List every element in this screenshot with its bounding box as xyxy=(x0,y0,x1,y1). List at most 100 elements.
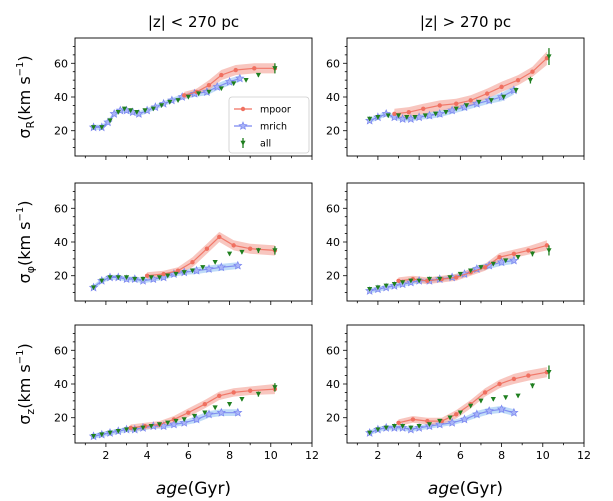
all-point xyxy=(115,109,121,115)
all-point xyxy=(107,275,113,280)
mpoor-point xyxy=(497,381,502,387)
legend: mpoor mrich all xyxy=(228,96,310,154)
mpoor-point xyxy=(484,91,490,96)
mpoor-point xyxy=(511,251,517,256)
axes-frame xyxy=(346,182,585,302)
y-tick-label: 60 xyxy=(54,202,68,215)
x-tick-label: 8 xyxy=(226,449,233,462)
all-point xyxy=(123,427,130,433)
all-point xyxy=(367,430,373,436)
mrich-point xyxy=(216,407,226,417)
all-point xyxy=(115,275,121,280)
all-point xyxy=(185,94,191,100)
mpoor-point xyxy=(482,390,488,395)
column-title-0: |z| < 270 pc xyxy=(148,13,239,31)
all-point xyxy=(546,370,552,375)
panel-r0-c1: 20 40 60 xyxy=(326,37,585,160)
mpoor-point xyxy=(526,373,531,378)
all-point xyxy=(90,125,97,130)
all-point xyxy=(416,278,422,284)
mpoor-point xyxy=(219,72,224,78)
all-point xyxy=(476,99,482,105)
mpoor-point xyxy=(190,260,195,265)
x-tick-label: 12 xyxy=(577,449,591,462)
y-tick-label: 20 xyxy=(326,125,340,138)
y-tick-label: 20 xyxy=(326,412,340,425)
mpoor-point xyxy=(247,388,253,393)
all-point xyxy=(501,94,507,100)
all-point xyxy=(272,66,278,71)
mpoor-point xyxy=(206,83,212,88)
all-point xyxy=(239,396,245,402)
all-point xyxy=(175,98,181,103)
all-point xyxy=(391,281,397,287)
all-point xyxy=(99,432,105,438)
all-point xyxy=(107,430,113,436)
mpoor-point xyxy=(161,271,166,277)
all-point xyxy=(272,248,278,254)
mrich-point xyxy=(406,113,416,123)
mrich-point xyxy=(389,112,400,122)
y-tick-label: 60 xyxy=(326,57,340,70)
all-point xyxy=(513,88,519,93)
all-point xyxy=(189,268,196,274)
mpoor-point xyxy=(526,248,531,253)
axes-frame xyxy=(74,324,313,444)
all-point xyxy=(468,268,474,274)
all-point xyxy=(191,413,198,419)
mpoor-point xyxy=(454,412,459,417)
all-point xyxy=(488,98,494,103)
all-point xyxy=(148,275,154,280)
mpoor-band xyxy=(394,51,547,119)
all-point xyxy=(426,422,433,428)
all-point xyxy=(181,417,187,422)
all-point xyxy=(457,410,463,416)
legend-entry-mpoor: mpoor xyxy=(260,105,291,116)
panel-r1-c0: 20 40 60 xyxy=(54,182,313,305)
mrich-point xyxy=(233,407,243,417)
all-point xyxy=(121,106,128,112)
all-point xyxy=(132,427,138,433)
all-point xyxy=(408,425,414,431)
mrich-point xyxy=(484,260,494,270)
all-point xyxy=(447,275,453,280)
y-axis-label-1: σφ(km s−1) xyxy=(15,201,37,284)
all-point xyxy=(167,99,173,105)
mpoor-point xyxy=(544,243,550,248)
mrich-point xyxy=(496,404,507,414)
mpoor-point xyxy=(499,84,504,90)
mpoor-point xyxy=(454,101,459,106)
all-point xyxy=(527,77,534,83)
all-point xyxy=(212,405,218,411)
all-point xyxy=(453,106,459,112)
all-point xyxy=(478,398,484,404)
all-point xyxy=(416,423,422,429)
all-point xyxy=(375,427,381,433)
all-point xyxy=(443,109,449,115)
mrich-point xyxy=(204,264,214,273)
mrich-point xyxy=(447,417,457,427)
mrich-point xyxy=(191,414,202,424)
y-tick-label: 60 xyxy=(54,57,68,70)
y-tick-label: 40 xyxy=(54,236,68,249)
mpoor-point xyxy=(231,390,236,395)
mrich-point xyxy=(212,82,222,91)
y-tick-label: 60 xyxy=(54,344,68,357)
all-point xyxy=(107,118,113,124)
all-point xyxy=(457,271,463,277)
all-point xyxy=(243,77,249,83)
panel-r2-c1: 2 4 6 8 10 12 20 40 60 xyxy=(326,324,591,462)
x-tick-label: 4 xyxy=(416,449,423,462)
all-point xyxy=(156,275,163,280)
x-tick-label: 6 xyxy=(185,449,192,462)
all-point xyxy=(546,248,552,254)
mpoor-point xyxy=(204,246,210,251)
all-point xyxy=(202,410,208,416)
y-tick-label: 20 xyxy=(326,270,340,283)
y-axis-label-0: σR(km s−1) xyxy=(15,55,37,138)
column-title-1: |z| > 270 pc xyxy=(420,13,511,31)
all-point xyxy=(181,270,187,275)
all-point xyxy=(140,425,146,431)
mpoor-point xyxy=(392,111,397,117)
all-point xyxy=(447,415,453,421)
